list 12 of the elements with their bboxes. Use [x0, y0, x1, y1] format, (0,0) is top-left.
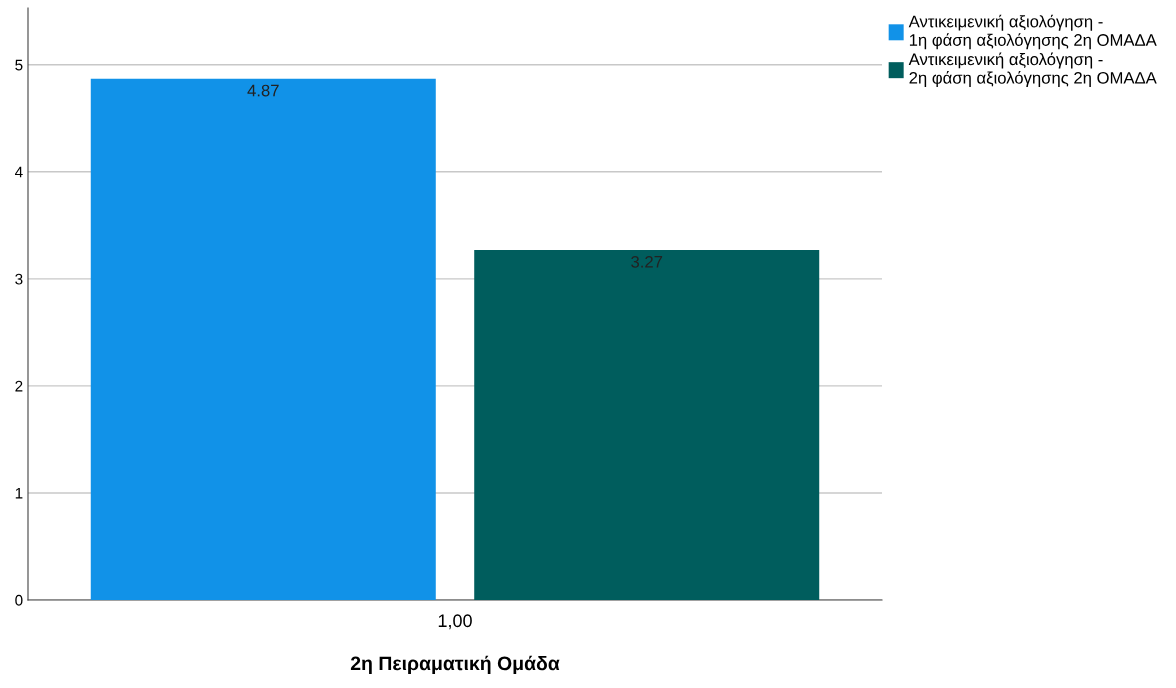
y-tick-label: 1 — [15, 487, 23, 499]
legend-label: Αντικειμενική αξιολόγηση - 2η φάση αξιολόγησης 2η ΟΜΑΔΑ — [908, 52, 1157, 88]
y-tick-label: 0 — [15, 594, 23, 606]
x-axis-title: 2η Πειραματική Ομάδα — [350, 655, 560, 675]
data-label: 3.27 — [631, 255, 663, 268]
y-tick-label: 5 — [15, 59, 23, 71]
data-label: 4.87 — [247, 84, 279, 97]
y-tick-label: 3 — [15, 273, 23, 285]
legend-label: Αντικειμενική αξιολόγηση - 1η φάση αξιολόγησης 2η ΟΜΑΔΑ — [908, 14, 1157, 50]
x-tick-label: 1,00 — [438, 614, 472, 630]
y-tick-label: 4 — [14, 166, 23, 178]
y-tick-label: 2 — [15, 380, 23, 392]
